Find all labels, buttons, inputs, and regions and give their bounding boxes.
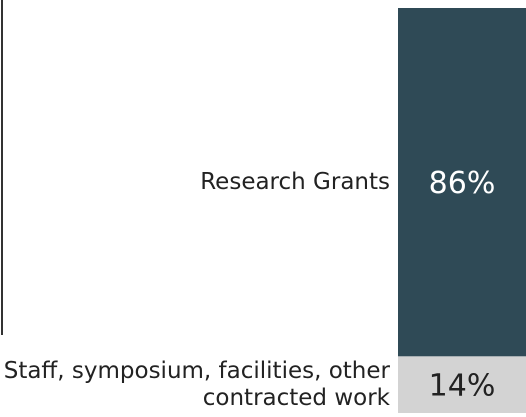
data-label: 14% xyxy=(429,369,496,404)
bar-segment xyxy=(398,356,526,413)
legend-label: Research Grants xyxy=(200,168,390,195)
data-label: 86% xyxy=(429,166,496,201)
bar-segment xyxy=(398,8,526,357)
legend-label: Staff, symposium, facilities, other cont… xyxy=(3,357,390,411)
